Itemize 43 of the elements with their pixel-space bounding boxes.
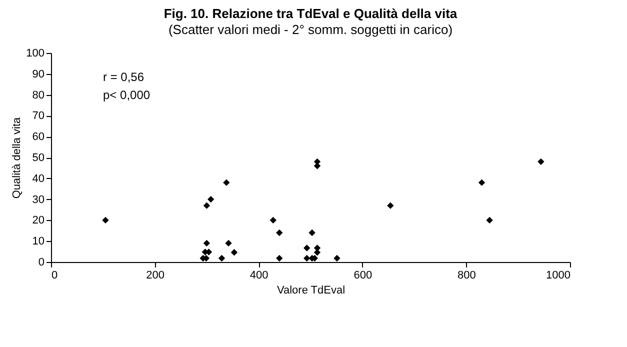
point (230, 249, 238, 256)
point (276, 229, 283, 236)
x-tick-label: 600 (354, 270, 372, 282)
y-tick-label: 40 (32, 172, 44, 185)
y-tick-label: 80 (32, 89, 44, 102)
y-tick-label: 70 (32, 110, 44, 122)
point (486, 216, 493, 224)
x-axis-title: Valore TdEval (276, 284, 346, 296)
annotation: p< 0,000 (103, 88, 150, 102)
chart-title: Fig. 10. Relazione tra TdEval e Qualità della vita (164, 6, 458, 21)
x-tick-label: 1000 (546, 270, 570, 282)
point (270, 216, 276, 224)
point (308, 229, 316, 236)
x-tick-label: 400 (250, 270, 268, 282)
y-tick-label: 20 (32, 214, 44, 227)
point (478, 179, 486, 186)
y-axis-title: Qualità della vita (11, 116, 24, 199)
point (203, 240, 210, 247)
point (276, 254, 283, 262)
point (223, 179, 230, 186)
point (314, 249, 321, 256)
point (225, 240, 232, 247)
point (314, 162, 321, 170)
y-tick-label: 100 (26, 48, 44, 60)
point (304, 244, 310, 252)
point (334, 254, 340, 262)
y-tick-label: 90 (32, 68, 44, 80)
point (102, 216, 109, 224)
point (387, 202, 394, 209)
y-tick-label: 0 (38, 256, 44, 268)
annotation: r = 0,56 (103, 70, 144, 84)
y-tick-label: 10 (32, 236, 44, 248)
x-tick-label: 800 (458, 270, 476, 282)
x-tick-label: 200 (146, 270, 164, 282)
point (538, 158, 544, 166)
point (218, 254, 226, 262)
point (208, 196, 214, 203)
y-tick-label: 30 (32, 194, 44, 206)
point (203, 202, 210, 209)
y-tick-label: 50 (32, 152, 44, 164)
x-tick-label: 0 (52, 270, 58, 282)
chart-subtitle: (Scatter valori medi - 2° somm. soggetti in carico) (168, 22, 453, 37)
y-tick-label: 60 (32, 131, 44, 144)
